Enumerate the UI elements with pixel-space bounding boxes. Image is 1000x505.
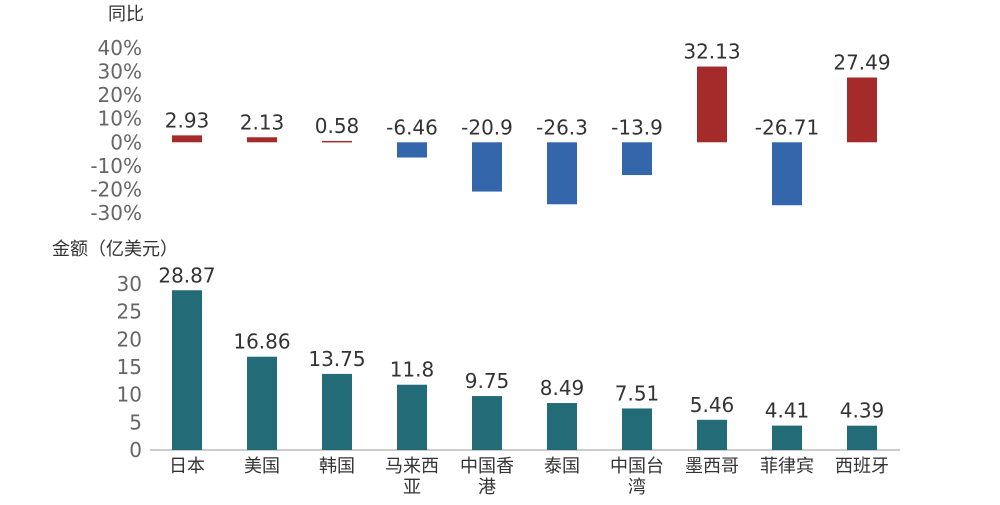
category-label: 西班牙: [835, 456, 889, 477]
amount-bar: [772, 425, 802, 450]
category-label: 中国香港: [460, 456, 514, 498]
amount-data-label: 7.51: [615, 381, 660, 405]
amount-bar: [847, 425, 877, 450]
amount-tick-label: 25: [117, 300, 142, 324]
yoy-bar: [322, 140, 352, 143]
amount-data-label: 11.8: [390, 358, 435, 382]
amount-tick-label: 10: [117, 383, 142, 407]
amount-bar: [397, 384, 427, 450]
yoy-tick-label: 10%: [98, 107, 142, 131]
amount-data-label: 16.86: [233, 330, 290, 354]
yoy-bar: [847, 77, 877, 143]
amount-bar: [322, 373, 352, 450]
category-label: 马来西亚: [385, 456, 439, 498]
yoy-bar: [397, 142, 427, 158]
yoy-bar: [547, 142, 577, 205]
amount-chart: 金额（亿美元） 30 25 20 15 10 5 0 28.87 16.86 13.75 11.8 9.…: [52, 239, 900, 498]
yoy-tick-label: 40%: [98, 36, 142, 60]
amount-tick-label: 20: [117, 327, 142, 351]
category-label: 菲律宾: [760, 456, 814, 477]
yoy-data-label: 2.93: [165, 108, 210, 132]
yoy-tick-label: -30%: [90, 201, 142, 225]
amount-bar: [547, 403, 577, 450]
amount-bar: [247, 356, 277, 450]
category-label: 墨西哥: [685, 456, 739, 477]
yoy-chart: 同比 40%30%20%10%0%-10%-20%-30% 2.93 2.13 0.58…: [90, 4, 890, 225]
amount-data-label: 4.41: [765, 399, 810, 423]
amount-bar: [622, 408, 652, 450]
amount-data-label: 4.39: [840, 399, 885, 423]
yoy-axis-title: 同比: [108, 4, 144, 25]
yoy-data-label: -6.46: [386, 115, 438, 139]
yoy-bar: [772, 142, 802, 206]
amount-tick-label: 15: [117, 355, 142, 379]
amount-data-label: 8.49: [540, 376, 585, 400]
yoy-bar: [172, 135, 202, 143]
category-label: 日本: [169, 456, 205, 477]
amount-bar: [472, 396, 502, 450]
amount-tick-label: 5: [129, 410, 142, 434]
yoy-data-label: 32.13: [683, 40, 740, 64]
amount-data-label: 9.75: [465, 369, 510, 393]
yoy-data-label: -13.9: [611, 115, 663, 139]
yoy-data-label: -26.3: [536, 115, 588, 139]
amount-data-label: 5.46: [690, 393, 735, 417]
yoy-data-label: -26.71: [755, 115, 819, 139]
category-label: 韩国: [319, 456, 355, 477]
yoy-bar: [247, 137, 277, 143]
yoy-data-label: 27.49: [833, 50, 890, 74]
category-label: 中国台湾: [610, 456, 664, 498]
yoy-data-label: -20.9: [461, 115, 513, 139]
yoy-data-label: 2.13: [240, 110, 285, 134]
amount-bar: [172, 290, 202, 450]
amount-tick-label: 30: [117, 272, 142, 296]
yoy-tick-label: 30%: [98, 60, 142, 84]
amount-tick-label: 0: [129, 438, 142, 462]
yoy-bar: [697, 66, 727, 143]
yoy-tick-label: -20%: [90, 177, 142, 201]
yoy-tick-label: 0%: [110, 130, 142, 154]
amount-bar: [697, 419, 727, 450]
amount-data-label: 28.87: [158, 263, 215, 287]
amount-data-label: 13.75: [308, 347, 365, 371]
yoy-tick-label: 20%: [98, 83, 142, 107]
amount-axis-title: 金额（亿美元）: [52, 239, 178, 260]
yoy-tick-label: -10%: [90, 154, 142, 178]
yoy-bar: [622, 142, 652, 176]
category-label: 泰国: [544, 456, 580, 477]
yoy-data-label: 0.58: [315, 114, 360, 138]
yoy-bar: [472, 142, 502, 192]
category-label: 美国: [244, 456, 280, 477]
